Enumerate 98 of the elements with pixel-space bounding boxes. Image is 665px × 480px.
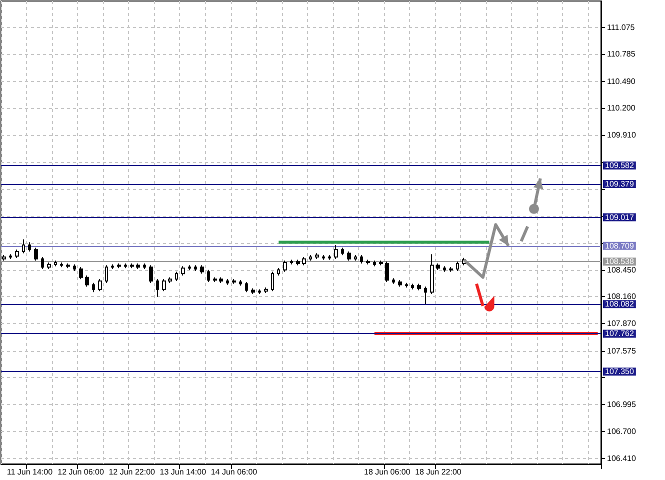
y-tick-label: 108.160	[607, 292, 636, 302]
candlestick	[181, 266, 185, 276]
y-tick-label: 110.490	[607, 76, 636, 86]
candlestick	[213, 276, 217, 282]
x-tick-label: 11 Jun 14:00	[6, 468, 54, 476]
candlestick	[430, 254, 434, 294]
candlestick	[34, 247, 38, 262]
candlestick	[347, 250, 351, 262]
candlestick	[232, 278, 236, 284]
candlestick	[175, 271, 178, 282]
candlestick	[411, 283, 414, 290]
candlestick	[302, 256, 306, 266]
candlestick	[66, 262, 70, 269]
y-tick-label: 106.700	[607, 427, 636, 436]
candlestick	[405, 282, 408, 288]
candlestick	[117, 262, 121, 269]
candlestick	[111, 264, 114, 270]
candlestick	[79, 266, 83, 280]
y-tick-label: 106.410	[607, 454, 636, 463]
candlestick	[162, 278, 166, 292]
candlestick	[334, 244, 338, 260]
y-tick-label: 109.910	[607, 130, 636, 140]
candlestick	[277, 268, 280, 276]
x-tick-label: 14 Jun 06:00	[210, 468, 258, 476]
ref-line-label: 109.017	[605, 212, 634, 222]
x-tick-label: 18 Jun 22:00	[415, 468, 462, 476]
x-tick-label: 13 Jun 14:00	[160, 468, 207, 476]
ref-line-label: 107.762	[605, 329, 634, 338]
candlestick	[98, 278, 102, 292]
candlestick	[130, 262, 134, 269]
y-tick-label: 107.870	[607, 319, 636, 328]
candlestick	[360, 254, 363, 264]
candlestick	[28, 242, 31, 252]
candlestick	[417, 283, 421, 291]
candlestick	[188, 264, 191, 270]
x-tick-label: 18 Jun 06:00	[364, 468, 411, 476]
candlestick	[47, 262, 51, 270]
candlestick	[22, 238, 25, 254]
candlestick	[219, 276, 223, 284]
candlestick	[436, 262, 440, 270]
ref-line-label: 108.538	[605, 257, 634, 266]
candlestick	[251, 288, 255, 294]
candlestick	[296, 259, 300, 266]
ref-line-label: 108.082	[605, 300, 634, 309]
candlestick	[271, 271, 274, 292]
candlestick	[341, 247, 344, 256]
candlestick	[283, 260, 287, 272]
candlestick	[456, 261, 459, 272]
y-tick-label: 111.075	[607, 22, 636, 32]
candlestick	[105, 264, 108, 284]
candlestick	[149, 264, 153, 284]
candlestick	[373, 260, 376, 267]
candlestick	[168, 276, 172, 284]
candlestick	[54, 260, 57, 267]
candlestick	[136, 262, 140, 270]
candlestick	[424, 286, 427, 305]
ref-line-label: 109.379	[605, 179, 634, 188]
candlestick	[392, 278, 395, 284]
ref-line-label: 108.709	[605, 241, 634, 250]
candlestick	[322, 254, 325, 260]
candlestick	[245, 281, 248, 293]
y-tick-label: 106.995	[607, 400, 636, 409]
candlestick	[315, 252, 319, 260]
candlestick	[207, 269, 210, 282]
candlestick	[290, 259, 293, 265]
y-tick-label: 107.575	[607, 346, 636, 356]
x-tick-label: 12 Jun 06:00	[58, 468, 104, 476]
candlestick	[264, 286, 268, 294]
ref-line-label: 109.582	[605, 161, 634, 170]
candlestick	[124, 262, 127, 269]
candlestick	[366, 259, 370, 265]
candlestick	[354, 254, 357, 262]
candlestick	[9, 254, 12, 260]
candlestick	[143, 262, 146, 270]
candlestick	[328, 254, 331, 260]
candlestick	[15, 249, 19, 258]
y-tick-label: 110.200	[607, 104, 636, 113]
candlestick	[385, 261, 389, 282]
candlestick	[156, 278, 159, 298]
candlestick	[85, 274, 89, 288]
candlestick	[239, 280, 242, 286]
candlestick	[309, 254, 312, 262]
candlestick	[194, 264, 197, 272]
candlestick	[379, 260, 383, 266]
ref-line-label: 107.350	[605, 367, 634, 376]
candlestick	[60, 262, 63, 268]
y-tick-label: 108.450	[607, 265, 636, 274]
candlestick	[226, 278, 229, 286]
candlestick	[258, 288, 261, 294]
candlestick	[398, 280, 402, 288]
candlestick	[41, 256, 44, 270]
candlestick	[443, 266, 446, 272]
x-tick-label: 12 Jun 22:00	[108, 468, 156, 476]
candlestick	[449, 266, 453, 272]
candlestick	[73, 264, 76, 272]
y-tick-label: 110.785	[607, 50, 636, 59]
candlestick	[92, 282, 95, 293]
candlestick	[200, 264, 204, 274]
